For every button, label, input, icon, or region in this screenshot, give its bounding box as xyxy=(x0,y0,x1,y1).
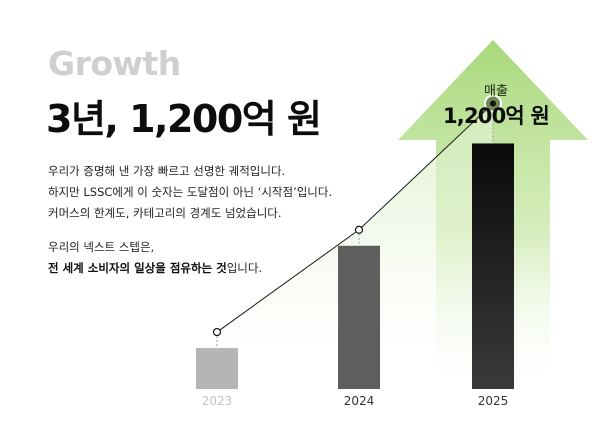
bar-2025 xyxy=(472,143,514,389)
x-tick-label: 2025 xyxy=(478,394,509,408)
bar-2024 xyxy=(338,245,380,389)
next-step-line: 전 세계 소비자의 일상을 점유하는 것입니다. xyxy=(48,258,262,279)
page-title: 3년, 1,200억 원 xyxy=(46,97,322,141)
callout-label: 매출 xyxy=(484,84,508,99)
intro-line: 하지만 LSSC에게 이 숫자는 도달점이 아닌 ‘시작점’입니다. xyxy=(48,185,333,199)
next-step-suffix: 입니다. xyxy=(226,261,263,275)
bar-2023 xyxy=(196,348,238,389)
intro-line: 우리가 증명해 낸 가장 빠르고 선명한 궤적입니다. xyxy=(48,164,286,178)
x-tick-label: 2024 xyxy=(344,394,375,408)
data-point xyxy=(212,327,222,337)
next-step-line: 우리의 넥스트 스텝은, xyxy=(48,240,155,254)
next-step-paragraph: 우리의 넥스트 스텝은, 전 세계 소비자의 일상을 점유하는 것입니다. xyxy=(48,237,262,279)
next-step-emphasis: 전 세계 소비자의 일상을 점유하는 것 xyxy=(48,261,227,275)
section-eyebrow: Growth xyxy=(48,44,181,83)
data-point-peak xyxy=(490,100,496,107)
callout-value: 1,200억 원 xyxy=(443,104,550,128)
intro-paragraph: 우리가 증명해 낸 가장 빠르고 선명한 궤적입니다. 하지만 LSSC에게 이… xyxy=(48,161,332,224)
x-tick-label: 2023 xyxy=(202,394,233,408)
data-point xyxy=(354,225,364,234)
intro-line: 커머스의 한계도, 카테고리의 경계도 넘었습니다. xyxy=(48,206,282,220)
